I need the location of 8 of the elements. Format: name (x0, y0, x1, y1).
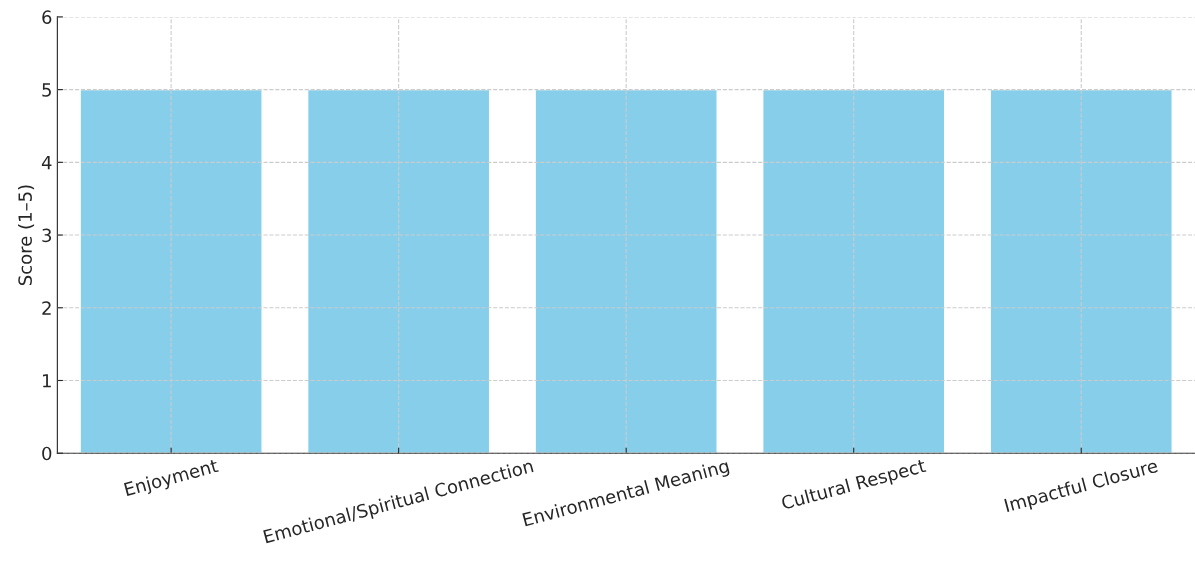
y-axis-title: Score (1–5) (18, 185, 35, 286)
y-tick-label: 4 (41, 156, 52, 170)
y-tick-label: 1 (42, 374, 51, 388)
y-tick-label: 2 (42, 301, 51, 315)
y-tick-label: 5 (42, 83, 51, 97)
y-tick-label: 0 (42, 446, 52, 461)
y-tick-label: 3 (42, 228, 52, 243)
y-tick-label: 6 (42, 10, 52, 25)
